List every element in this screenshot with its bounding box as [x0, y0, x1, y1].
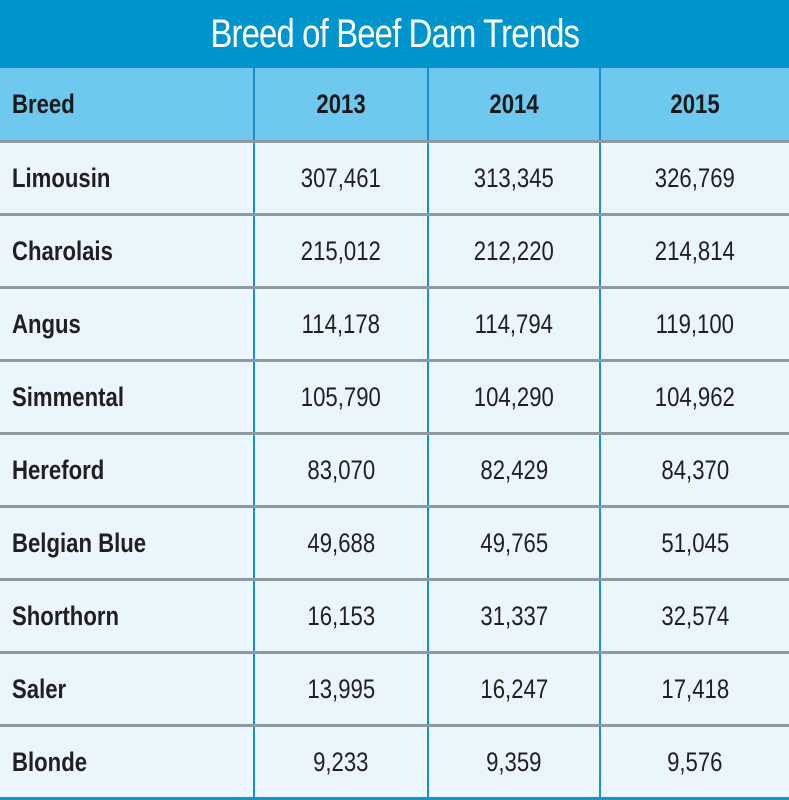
value-cell-2013: 114,178: [253, 287, 428, 362]
value-cell-2014: 114,794: [427, 287, 600, 362]
table-row: Angus 114,178 114,794 119,100: [0, 287, 789, 362]
column-header-label: 2014: [489, 88, 539, 119]
value-text: 16,247: [480, 673, 548, 704]
value-cell-2014: 49,765: [427, 506, 600, 581]
breed-cell: Angus: [0, 287, 254, 362]
value-text: 307,461: [300, 162, 382, 193]
column-header-2014: 2014: [427, 68, 600, 143]
value-cell-2014: 212,220: [427, 214, 600, 289]
value-text: 114,178: [301, 308, 381, 339]
column-header-label: 2015: [670, 88, 720, 119]
value-cell-2013: 16,153: [253, 579, 428, 654]
value-text: 17,418: [661, 673, 729, 704]
breed-cell: Limousin: [0, 141, 254, 216]
column-header-label: 2013: [316, 88, 366, 119]
breed-cell: Charolais: [0, 214, 254, 289]
value-text: 104,290: [473, 381, 555, 412]
header-row: Breed 2013 2014 2015: [0, 68, 789, 143]
value-text: 9,233: [313, 746, 369, 777]
value-cell-2015: 326,769: [599, 141, 789, 216]
table-row: Simmental 105,790 104,290 104,962: [0, 360, 789, 435]
breed-name: Blonde: [12, 746, 88, 777]
value-text: 215,012: [300, 235, 382, 266]
title-bar: Breed of Beef Dam Trends: [0, 0, 789, 68]
value-cell-2014: 31,337: [427, 579, 600, 654]
breed-cell: Simmental: [0, 360, 254, 435]
value-cell-2015: 51,045: [599, 506, 789, 581]
column-header-2015: 2015: [599, 68, 789, 143]
value-text: 82,429: [480, 454, 548, 485]
value-text: 13,995: [307, 673, 375, 704]
breed-name: Charolais: [12, 235, 113, 266]
value-text: 49,765: [480, 527, 548, 558]
value-cell-2014: 16,247: [427, 652, 600, 727]
table-title: Breed of Beef Dam Trends: [210, 11, 579, 56]
breed-name: Hereford: [12, 454, 105, 485]
table-row: Saler 13,995 16,247 17,418: [0, 652, 789, 727]
value-text: 114,794: [474, 308, 554, 339]
value-cell-2014: 9,359: [427, 725, 600, 800]
value-cell-2013: 49,688: [253, 506, 428, 581]
value-text: 104,962: [654, 381, 736, 412]
breed-name: Shorthorn: [12, 600, 119, 631]
value-cell-2014: 82,429: [427, 433, 600, 508]
breed-name: Simmental: [12, 381, 124, 412]
column-header-label: Breed: [12, 88, 75, 119]
value-text: 214,814: [654, 235, 736, 266]
value-text: 119,100: [655, 308, 735, 339]
value-text: 212,220: [473, 235, 555, 266]
breed-cell: Hereford: [0, 433, 254, 508]
value-text: 32,574: [661, 600, 729, 631]
value-cell-2015: 17,418: [599, 652, 789, 727]
breed-name: Saler: [12, 673, 67, 704]
breed-name: Belgian Blue: [12, 527, 147, 558]
table-header: Breed 2013 2014 2015: [0, 68, 789, 143]
breed-cell: Saler: [0, 652, 254, 727]
value-text: 16,153: [307, 600, 375, 631]
value-cell-2014: 104,290: [427, 360, 600, 435]
table-row: Limousin 307,461 313,345 326,769: [0, 141, 789, 216]
value-cell-2013: 215,012: [253, 214, 428, 289]
table-row: Belgian Blue 49,688 49,765 51,045: [0, 506, 789, 581]
value-text: 51,045: [661, 527, 729, 558]
value-cell-2013: 83,070: [253, 433, 428, 508]
breed-cell: Shorthorn: [0, 579, 254, 654]
table-row: Hereford 83,070 82,429 84,370: [0, 433, 789, 508]
breed-name: Angus: [12, 308, 81, 339]
value-cell-2015: 104,962: [599, 360, 789, 435]
table-row: Charolais 215,012 212,220 214,814: [0, 214, 789, 289]
breed-cell: Blonde: [0, 725, 254, 800]
value-text: 105,790: [300, 381, 382, 412]
value-text: 83,070: [307, 454, 375, 485]
breed-table: Breed 2013 2014 2015 Limousin 307,461 313,345…: [0, 68, 789, 800]
value-cell-2013: 9,233: [253, 725, 428, 800]
value-text: 326,769: [654, 162, 736, 193]
value-cell-2015: 32,574: [599, 579, 789, 654]
table-row: Shorthorn 16,153 31,337 32,574: [0, 579, 789, 654]
table-row: Blonde 9,233 9,359 9,576: [0, 725, 789, 800]
value-cell-2015: 9,576: [599, 725, 789, 800]
value-text: 31,337: [480, 600, 548, 631]
value-cell-2013: 307,461: [253, 141, 428, 216]
value-cell-2013: 13,995: [253, 652, 428, 727]
value-text: 84,370: [661, 454, 729, 485]
breed-cell: Belgian Blue: [0, 506, 254, 581]
value-cell-2015: 84,370: [599, 433, 789, 508]
table-body: Limousin 307,461 313,345 326,769 Charolais 21…: [0, 141, 789, 800]
value-text: 313,345: [473, 162, 555, 193]
breed-name: Limousin: [12, 162, 111, 193]
value-cell-2015: 214,814: [599, 214, 789, 289]
value-cell-2013: 105,790: [253, 360, 428, 435]
value-text: 9,359: [486, 746, 542, 777]
column-header-2013: 2013: [253, 68, 428, 143]
value-cell-2014: 313,345: [427, 141, 600, 216]
value-text: 9,576: [667, 746, 723, 777]
value-text: 49,688: [307, 527, 375, 558]
value-cell-2015: 119,100: [599, 287, 789, 362]
column-header-breed: Breed: [0, 68, 254, 143]
